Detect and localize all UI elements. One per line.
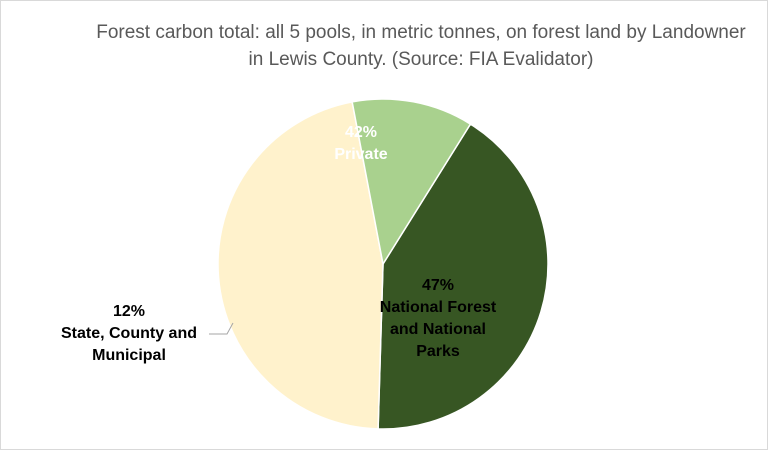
pie-slice-private: [377, 123, 549, 430]
leader-line: [209, 322, 234, 335]
pie-slice-national-forest-and-national-parks: [217, 101, 384, 430]
chart-title: Forest carbon total: all 5 pools, in met…: [96, 22, 746, 70]
slice-label-private: 42% Private: [334, 124, 387, 163]
slice-label-state-county-and-municipal: 12% State, County and Municipal: [61, 303, 197, 364]
pie-slice-state-county-and-municipal: [351, 98, 472, 267]
slice-label-national-forest-and-national-parks: 47% National Forest and National Parks: [380, 277, 497, 360]
